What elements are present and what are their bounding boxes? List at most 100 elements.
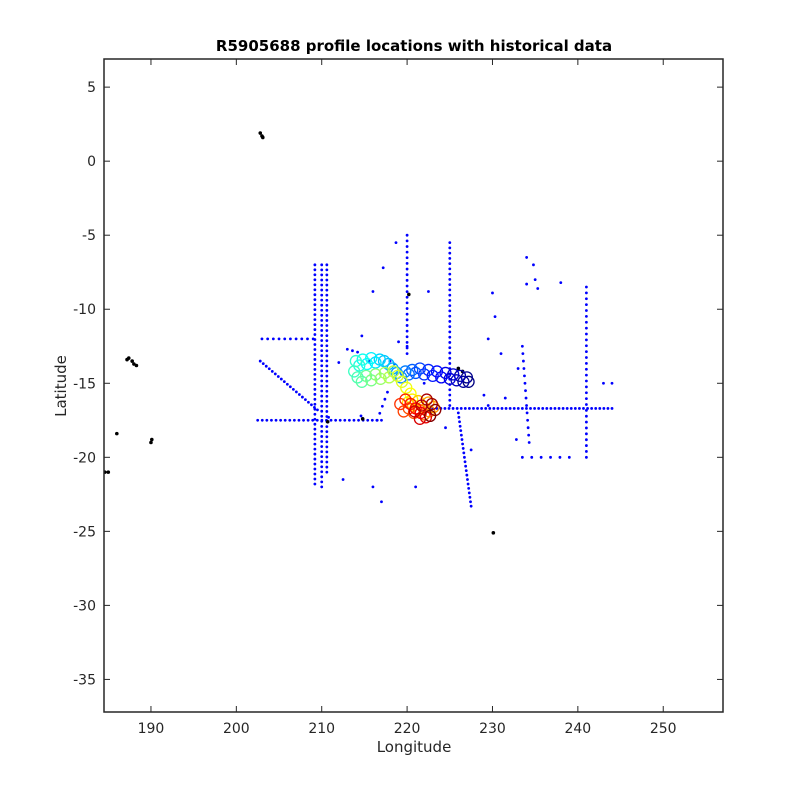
ship-point: [584, 385, 588, 389]
ship-point: [516, 367, 520, 370]
ship-point: [325, 460, 329, 464]
ship-point: [320, 409, 324, 413]
ship-point: [320, 273, 324, 277]
ship-point: [311, 418, 315, 422]
ship-point: [606, 407, 610, 410]
ship-point: [297, 418, 301, 422]
ship-point: [320, 329, 324, 332]
ship-point: [584, 314, 588, 318]
ship-point: [584, 291, 588, 295]
ship-point: [565, 407, 569, 410]
ship-point: [313, 268, 317, 272]
ship-point: [266, 337, 270, 341]
ship-point: [313, 472, 317, 476]
ship-point: [584, 397, 588, 400]
ship-point: [448, 346, 452, 350]
ship-point: [520, 455, 524, 459]
ship-point: [325, 268, 329, 272]
ship-point: [496, 407, 500, 410]
argo-point: [149, 440, 153, 445]
ship-point: [610, 407, 614, 410]
argo-point: [491, 531, 496, 535]
ship-point: [347, 418, 351, 422]
ship-point: [325, 288, 329, 292]
ship-point: [325, 425, 329, 429]
argo-point: [150, 437, 154, 442]
ship-point: [320, 475, 324, 479]
ship-point: [279, 377, 283, 381]
ship-point: [448, 325, 452, 329]
ship-point: [532, 263, 535, 267]
ship-point: [448, 262, 452, 266]
ship-point: [467, 487, 471, 490]
ship-point: [530, 455, 534, 459]
ship-point: [327, 415, 330, 419]
ship-point: [320, 450, 324, 453]
ship-point: [584, 379, 588, 383]
ship-point: [378, 411, 382, 415]
ship-point: [447, 407, 451, 410]
float-profile-point: [360, 357, 374, 371]
ship-point: [320, 293, 324, 297]
ship-point: [313, 353, 317, 356]
ship-point: [351, 349, 354, 353]
float-profile-point: [439, 366, 452, 380]
ship-point: [316, 408, 319, 412]
ship-point: [520, 407, 524, 410]
ship-point: [380, 418, 383, 422]
ship-point: [584, 414, 588, 418]
ship-point: [313, 402, 317, 406]
ship-point: [527, 433, 531, 437]
ship-point: [313, 323, 317, 326]
ship-point: [313, 368, 317, 371]
ship-point: [394, 241, 398, 245]
ship-point: [325, 430, 329, 434]
argo-point: [115, 431, 119, 436]
ship-point: [291, 387, 295, 391]
ship-point: [455, 407, 459, 410]
ship-point: [463, 407, 467, 410]
ship-point: [313, 462, 317, 466]
x-axis-label: Longitude: [377, 738, 452, 756]
ship-point: [325, 435, 329, 439]
ship-point: [448, 304, 452, 308]
ship-point: [360, 334, 364, 338]
ship-point: [325, 399, 329, 403]
ship-point: [345, 347, 349, 351]
ship-point: [458, 424, 462, 428]
ship-point: [320, 455, 324, 459]
float-profile-point: [387, 365, 400, 378]
float-profile-point: [450, 374, 463, 387]
ship-point: [466, 478, 469, 481]
ship-point: [584, 432, 588, 436]
ship-point: [448, 398, 452, 402]
ship-point: [320, 384, 324, 388]
ship-point: [381, 266, 385, 270]
ship-point: [320, 404, 324, 408]
y-axis-label: Latitude: [52, 355, 70, 417]
ship-point: [357, 418, 360, 422]
ship-point: [260, 337, 264, 341]
ship-point: [465, 473, 469, 477]
y-tick-label: -25: [73, 524, 96, 540]
ship-point: [584, 367, 588, 371]
ship-point: [320, 298, 324, 302]
ship-point: [337, 361, 341, 364]
float-profile-point: [348, 365, 361, 378]
ship-point: [313, 442, 317, 446]
float-profile-point: [356, 353, 369, 366]
ship-point: [307, 400, 310, 404]
ship-point: [313, 397, 317, 401]
ship-point: [320, 344, 324, 347]
ship-point: [325, 404, 329, 408]
ship-point: [325, 273, 329, 277]
ship-point: [313, 343, 317, 346]
ship-point: [514, 438, 518, 441]
ship-point: [584, 391, 588, 395]
ship-point: [422, 381, 426, 385]
ship-point: [294, 337, 298, 341]
ship-point: [584, 403, 588, 406]
ship-point: [302, 418, 305, 422]
ship-point: [313, 482, 317, 486]
